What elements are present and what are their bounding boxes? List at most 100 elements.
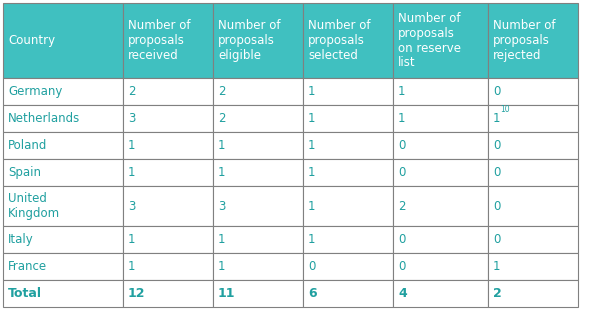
Bar <box>213 226 303 253</box>
Text: 3: 3 <box>128 112 136 125</box>
Bar <box>3 280 123 307</box>
Bar <box>3 253 123 280</box>
Text: 1: 1 <box>128 166 136 179</box>
Bar <box>213 78 303 105</box>
Text: 4: 4 <box>398 287 407 300</box>
Bar <box>213 280 303 307</box>
Bar <box>393 132 488 159</box>
Text: 1: 1 <box>218 233 226 246</box>
Text: 0: 0 <box>493 200 500 213</box>
Text: Germany: Germany <box>8 85 62 98</box>
Text: 0: 0 <box>398 260 405 273</box>
Text: Number of
proposals
selected: Number of proposals selected <box>308 19 371 62</box>
Text: 3: 3 <box>128 200 136 213</box>
Bar <box>303 105 393 132</box>
Bar <box>303 132 393 159</box>
Text: Number of
proposals
rejected: Number of proposals rejected <box>493 19 555 62</box>
Text: Number of
proposals
on reserve
list: Number of proposals on reserve list <box>398 11 461 69</box>
Bar <box>488 253 578 280</box>
Bar <box>213 186 303 226</box>
Bar <box>3 159 123 186</box>
Bar <box>123 280 213 307</box>
Text: 1: 1 <box>308 85 315 98</box>
Bar <box>123 159 213 186</box>
Bar <box>303 226 393 253</box>
Bar <box>123 226 213 253</box>
Bar <box>123 186 213 226</box>
Bar <box>3 186 123 226</box>
Text: 1: 1 <box>218 139 226 152</box>
Bar <box>488 226 578 253</box>
Text: Number of
proposals
received: Number of proposals received <box>128 19 190 62</box>
Text: 2: 2 <box>128 85 136 98</box>
Bar <box>123 78 213 105</box>
Text: 1: 1 <box>493 112 500 125</box>
Text: Country: Country <box>8 34 55 47</box>
Text: 6: 6 <box>308 287 316 300</box>
Text: 0: 0 <box>493 166 500 179</box>
Text: 12: 12 <box>128 287 146 300</box>
Bar <box>393 78 488 105</box>
Text: 1: 1 <box>218 260 226 273</box>
Text: France: France <box>8 260 47 273</box>
Bar <box>3 78 123 105</box>
Bar <box>303 78 393 105</box>
Bar <box>488 78 578 105</box>
Text: 10: 10 <box>500 105 510 113</box>
Bar <box>303 253 393 280</box>
Bar <box>3 105 123 132</box>
Bar <box>213 132 303 159</box>
Text: 0: 0 <box>398 166 405 179</box>
Text: 0: 0 <box>493 139 500 152</box>
Bar <box>3 226 123 253</box>
Text: 1: 1 <box>308 166 315 179</box>
Text: United
Kingdom: United Kingdom <box>8 192 60 220</box>
Text: 1: 1 <box>308 233 315 246</box>
Text: 11: 11 <box>218 287 235 300</box>
Text: Spain: Spain <box>8 166 41 179</box>
Text: 1: 1 <box>398 112 405 125</box>
Bar <box>393 253 488 280</box>
Text: 1: 1 <box>128 139 136 152</box>
Text: 0: 0 <box>398 233 405 246</box>
Text: Number of
proposals
eligible: Number of proposals eligible <box>218 19 281 62</box>
Text: 1: 1 <box>128 260 136 273</box>
Text: 1: 1 <box>398 85 405 98</box>
Bar <box>303 280 393 307</box>
Bar <box>303 159 393 186</box>
Text: 2: 2 <box>398 200 405 213</box>
Bar <box>393 3 488 78</box>
Bar <box>303 186 393 226</box>
Bar <box>488 3 578 78</box>
Text: 1: 1 <box>308 112 315 125</box>
Bar <box>488 280 578 307</box>
Text: 1: 1 <box>128 233 136 246</box>
Bar <box>488 105 578 132</box>
Bar <box>123 105 213 132</box>
Text: 3: 3 <box>218 200 226 213</box>
Bar <box>393 105 488 132</box>
Text: Italy: Italy <box>8 233 34 246</box>
Bar <box>488 159 578 186</box>
Text: Netherlands: Netherlands <box>8 112 80 125</box>
Text: 1: 1 <box>308 139 315 152</box>
Text: 2: 2 <box>218 85 226 98</box>
Text: 2: 2 <box>218 112 226 125</box>
Bar <box>393 226 488 253</box>
Bar <box>3 3 123 78</box>
Bar <box>213 159 303 186</box>
Bar <box>123 132 213 159</box>
Text: 1: 1 <box>218 166 226 179</box>
Text: 1: 1 <box>493 260 500 273</box>
Bar <box>3 132 123 159</box>
Text: 0: 0 <box>493 85 500 98</box>
Bar <box>488 186 578 226</box>
Text: 1: 1 <box>308 200 315 213</box>
Bar <box>213 3 303 78</box>
Bar <box>393 159 488 186</box>
Bar <box>488 132 578 159</box>
Bar <box>393 280 488 307</box>
Bar <box>123 3 213 78</box>
Text: 0: 0 <box>493 233 500 246</box>
Text: 0: 0 <box>398 139 405 152</box>
